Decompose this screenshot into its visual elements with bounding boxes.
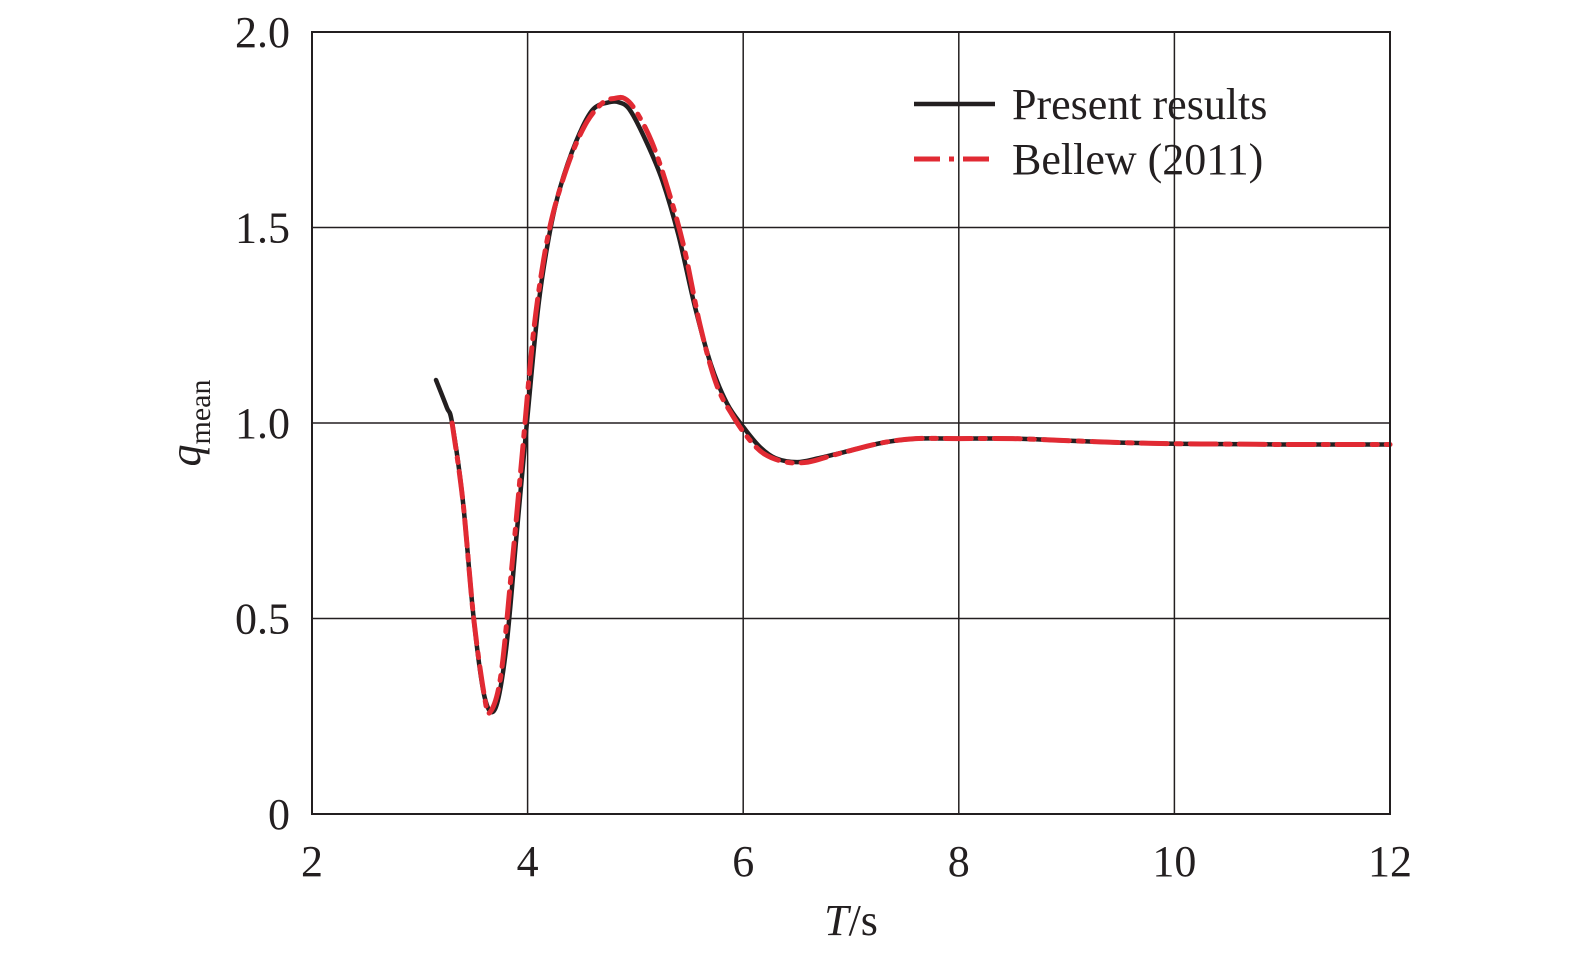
x-axis-title: T/s xyxy=(824,896,878,945)
x-tick-label: 2 xyxy=(301,837,323,886)
legend-label-1: Present results xyxy=(1012,80,1267,129)
series-line-1 xyxy=(433,99,1393,715)
series-lines xyxy=(433,94,1393,716)
x-tick-label: 12 xyxy=(1368,837,1412,886)
y-tick-label: 0 xyxy=(268,790,290,839)
y-tick-label: 2.0 xyxy=(235,8,290,57)
x-tick-label: 6 xyxy=(732,837,754,886)
x-tick-label: 4 xyxy=(517,837,539,886)
y-axis-title-main: q xyxy=(161,444,210,466)
grid-lines xyxy=(312,32,1390,814)
y-axis-title: qmean xyxy=(161,380,217,467)
legend: Present results Bellew (2011) xyxy=(914,80,1267,184)
y-tick-label: 0.5 xyxy=(235,595,290,644)
legend-label-2: Bellew (2011) xyxy=(1012,135,1263,184)
y-axis-title-subscript: mean xyxy=(184,380,217,445)
series-line-2 xyxy=(449,94,1393,716)
plot-frame xyxy=(311,31,1391,815)
x-axis-title-unit: /s xyxy=(849,896,878,945)
y-tick-label: 1.0 xyxy=(235,399,290,448)
y-tick-labels: 0 0.5 1.0 1.5 2.0 xyxy=(235,8,290,839)
x-tick-labels: 2 4 6 8 10 12 xyxy=(301,837,1412,886)
y-tick-label: 1.5 xyxy=(235,204,290,253)
x-tick-label: 8 xyxy=(948,837,970,886)
x-tick-label: 10 xyxy=(1152,837,1196,886)
x-axis-title-main: T xyxy=(824,896,852,945)
